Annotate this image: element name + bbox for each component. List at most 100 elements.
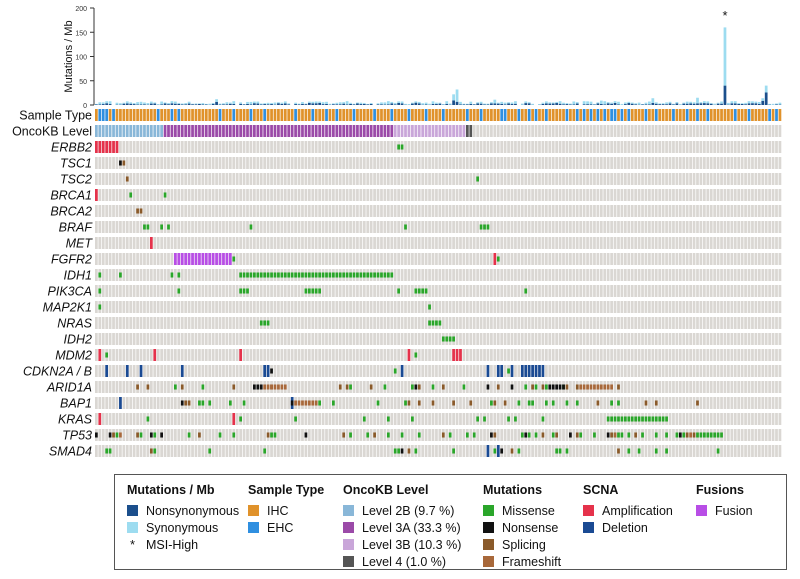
oncokb-level-cell (411, 125, 414, 137)
alteration-cell (720, 333, 723, 345)
alteration-cell (167, 141, 170, 153)
oncokb-level-cell (623, 125, 627, 137)
alteration-cell (380, 173, 383, 185)
alteration-cell (620, 349, 624, 361)
alteration-cell (737, 317, 741, 329)
alteration-cell (411, 237, 414, 249)
alteration-cell (362, 141, 366, 153)
alteration-cell (215, 189, 218, 201)
oncokb-level-cell (256, 125, 260, 137)
alteration-cell (149, 221, 153, 233)
alteration-cell (332, 141, 335, 153)
alteration-cell (517, 189, 521, 201)
alteration-cell (538, 397, 541, 409)
alteration-cell (386, 381, 390, 393)
alteration-cell (586, 365, 589, 377)
alteration-cell (349, 365, 352, 377)
alteration-cell (184, 333, 188, 345)
alteration-cell (534, 397, 538, 409)
sample-type-cell (751, 109, 754, 121)
alteration-cell (407, 269, 411, 281)
alteration-cell (390, 365, 394, 377)
alteration-cell (417, 237, 421, 249)
alteration-cell (328, 189, 332, 201)
alteration-cell (187, 141, 191, 153)
oncokb-level-cell (153, 125, 157, 137)
alteration-cell (342, 205, 346, 217)
alteration-cell (204, 301, 208, 313)
alteration-cell (366, 381, 370, 393)
alteration-cell (541, 317, 545, 329)
alteration-cell (352, 285, 356, 297)
alteration-cell (757, 333, 761, 345)
alteration-cell (716, 397, 720, 409)
alteration-cell (314, 317, 318, 329)
alteration-cell (445, 237, 449, 249)
alteration-cell (191, 317, 194, 329)
alteration-cell (490, 301, 493, 313)
alteration-cell (599, 253, 603, 265)
y-tick-label: 200 (75, 6, 87, 13)
alteration-cell (754, 157, 758, 169)
alteration-cell (551, 205, 555, 217)
alteration-cell (706, 285, 710, 297)
alteration-cell (435, 397, 438, 409)
alteration-cell (132, 253, 136, 265)
alteration-cell (727, 141, 730, 153)
alteration-cell (569, 317, 572, 329)
alteration-cell (325, 429, 328, 441)
alteration-cell (685, 413, 689, 425)
alteration-cell (682, 173, 686, 185)
alteration-cell (187, 349, 191, 361)
alteration-cell (297, 413, 301, 425)
missense-mark (163, 192, 167, 198)
alteration-cell (538, 349, 541, 361)
alteration-cell (338, 365, 342, 377)
missense-mark (476, 176, 480, 182)
alteration-cell (174, 141, 177, 153)
sample-type-cell (201, 109, 205, 121)
alteration-cell (143, 445, 146, 457)
alteration-cell (706, 173, 710, 185)
sample-type-cell (349, 109, 352, 121)
alteration-cell (541, 301, 545, 313)
alteration-cell (733, 237, 737, 249)
alteration-cell (108, 221, 112, 233)
alteration-cell (411, 141, 414, 153)
alteration-cell (733, 429, 737, 441)
alteration-cell (149, 269, 153, 281)
tmb-bar-nonsynonymous (623, 104, 627, 105)
sample-type-cell (520, 109, 524, 121)
alteration-cell (555, 365, 559, 377)
alteration-cell (256, 413, 260, 425)
alteration-cell (139, 397, 143, 409)
alteration-cell (270, 189, 273, 201)
alteration-cell (119, 173, 122, 185)
sample-type-cell (424, 109, 428, 121)
alteration-cell (689, 317, 692, 329)
sample-type-cell (273, 109, 277, 121)
alteration-cell (119, 317, 122, 329)
tmb-bar-nonsynonymous (228, 103, 232, 105)
alteration-cell (555, 349, 559, 361)
alteration-cell (215, 141, 218, 153)
alteration-cell (290, 221, 294, 233)
tmb-bar-nonsynonymous (496, 103, 500, 105)
tmb-bar-nonsynonymous (709, 103, 713, 105)
alteration-cell (672, 173, 675, 185)
alteration-cell (689, 237, 692, 249)
alteration-cell (228, 429, 232, 441)
oncokb-level-cell (318, 125, 322, 137)
alteration-cell (359, 173, 363, 185)
sample-type-cell (768, 109, 771, 121)
alteration-cell (198, 221, 201, 233)
alteration-cell (386, 317, 390, 329)
alteration-cell (170, 301, 174, 313)
nonsense-mark (253, 384, 256, 390)
alteration-cell (651, 253, 655, 265)
alteration-cell (146, 365, 150, 377)
frameshift-mark (603, 384, 607, 390)
alteration-cell (730, 221, 734, 233)
tmb-bar-synonymous (132, 103, 136, 105)
alteration-cell (606, 141, 610, 153)
